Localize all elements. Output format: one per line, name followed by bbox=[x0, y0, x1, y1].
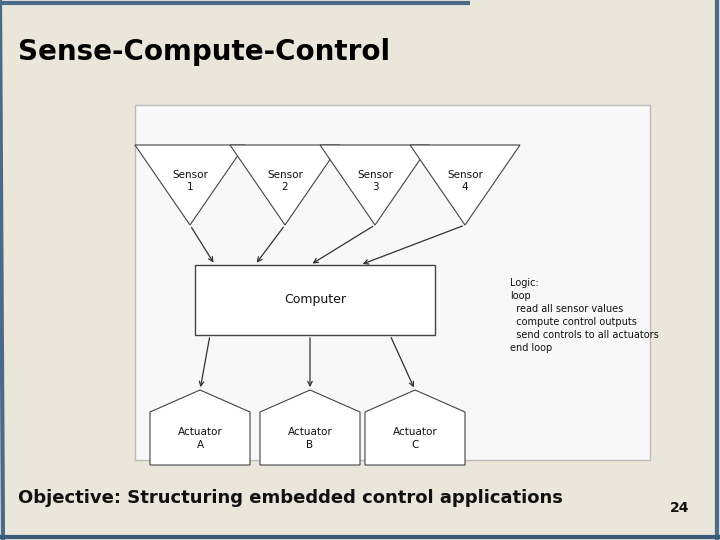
Text: Sense-Compute-Control: Sense-Compute-Control bbox=[18, 38, 390, 66]
Text: Sensor
2: Sensor 2 bbox=[267, 170, 303, 192]
Polygon shape bbox=[150, 390, 250, 465]
Text: read all sensor values: read all sensor values bbox=[510, 304, 624, 314]
Text: end loop: end loop bbox=[510, 343, 552, 353]
Text: Objective: Structuring embedded control applications: Objective: Structuring embedded control … bbox=[18, 489, 563, 507]
Polygon shape bbox=[320, 145, 430, 225]
Text: loop: loop bbox=[510, 291, 531, 301]
Polygon shape bbox=[365, 390, 465, 465]
Polygon shape bbox=[410, 145, 520, 225]
Text: Sensor
4: Sensor 4 bbox=[447, 170, 483, 192]
Text: 24: 24 bbox=[670, 501, 690, 515]
Text: Logic:: Logic: bbox=[510, 278, 539, 288]
Text: Sensor
3: Sensor 3 bbox=[357, 170, 393, 192]
Polygon shape bbox=[260, 390, 360, 465]
Text: send controls to all actuators: send controls to all actuators bbox=[510, 330, 659, 340]
Text: Sensor
1: Sensor 1 bbox=[172, 170, 208, 192]
Polygon shape bbox=[230, 145, 340, 225]
Text: Actuator
B: Actuator B bbox=[287, 427, 333, 450]
Bar bbox=[195, 265, 435, 335]
Text: Actuator
A: Actuator A bbox=[178, 427, 222, 450]
Bar bbox=[135, 105, 650, 460]
Polygon shape bbox=[135, 145, 245, 225]
Text: Computer: Computer bbox=[284, 294, 346, 307]
Text: compute control outputs: compute control outputs bbox=[510, 317, 637, 327]
Text: Actuator
C: Actuator C bbox=[392, 427, 437, 450]
